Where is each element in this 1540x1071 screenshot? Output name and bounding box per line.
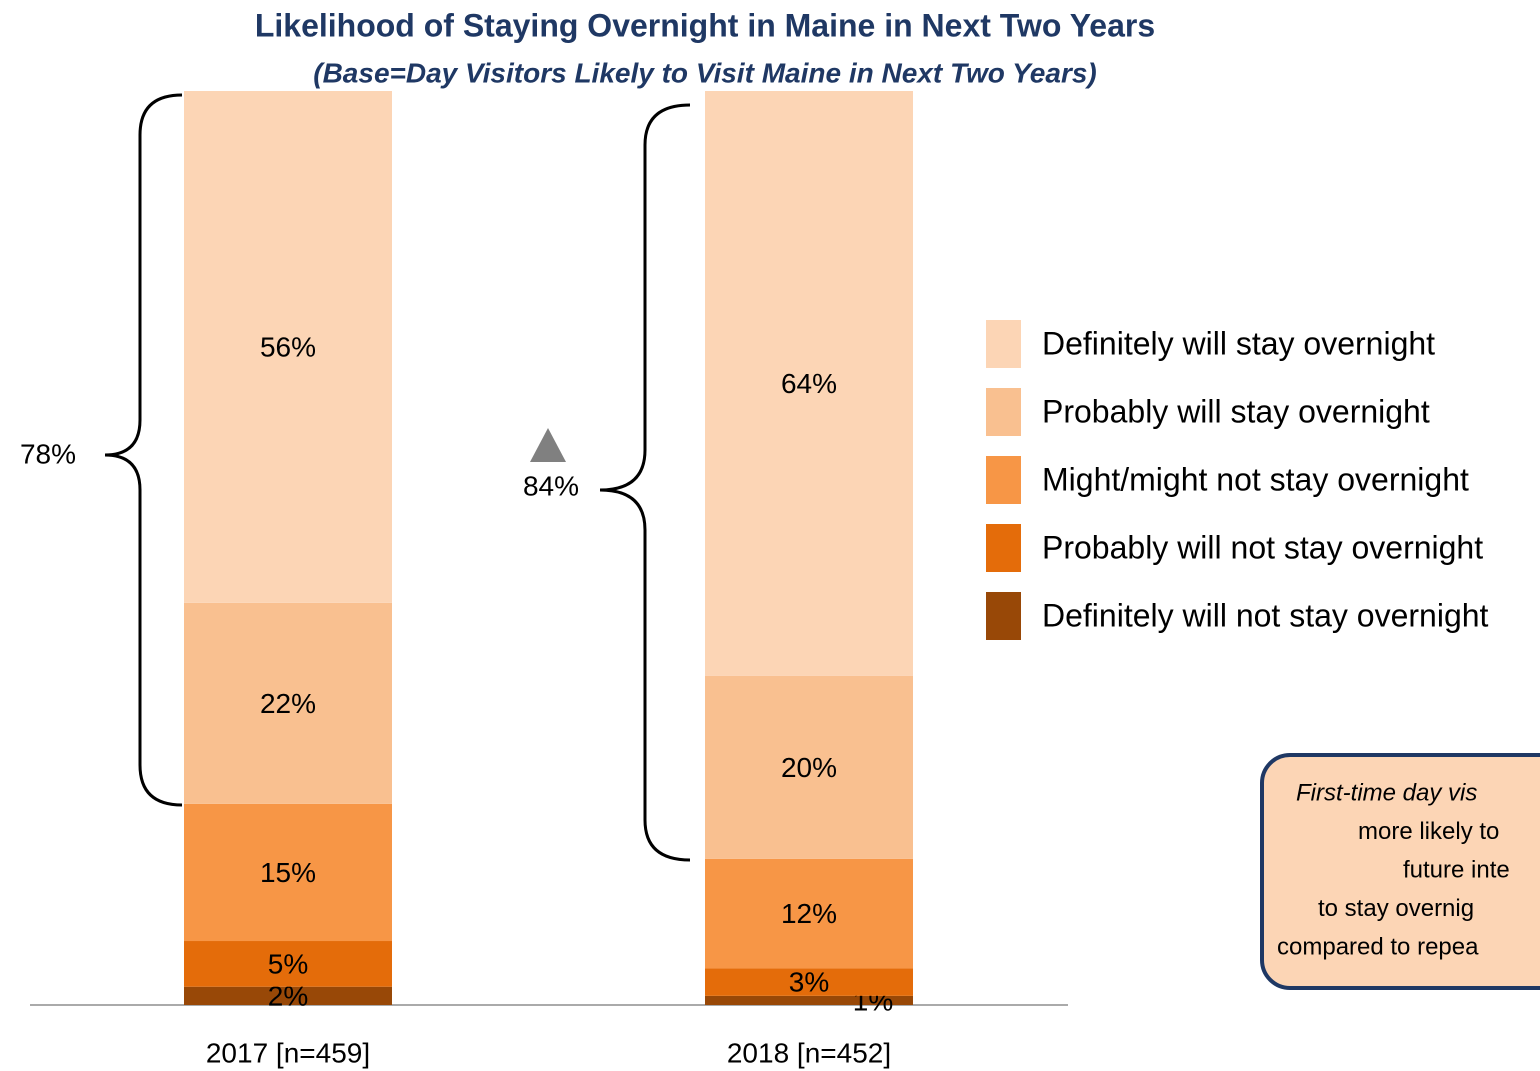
brace-label: 78% <box>20 438 76 469</box>
bar-segment <box>705 968 913 996</box>
bar-segment <box>705 675 913 859</box>
legend-swatch <box>986 388 1021 436</box>
bar-segment <box>184 602 392 804</box>
legend-swatch <box>986 456 1021 504</box>
chart-title: Likelihood of Staying Overnight in Maine… <box>255 7 1155 43</box>
note-text: to stay overnig <box>1318 895 1474 922</box>
bar-segment <box>184 941 392 987</box>
note-box <box>1260 753 1540 990</box>
value-label: 20% <box>781 752 837 783</box>
bar-segment <box>705 858 913 969</box>
x-tick-label: 2017 [n=459] <box>206 1037 370 1068</box>
brace <box>599 103 691 862</box>
note-text: compared to repea <box>1277 933 1479 960</box>
bar-segment <box>705 995 913 1005</box>
legend-swatch <box>986 320 1021 368</box>
value-label: 15% <box>260 857 316 888</box>
legend-label: Definitely will stay overnight <box>1042 325 1435 361</box>
bar-segment <box>184 91 392 603</box>
significance-marker <box>530 428 566 462</box>
x-tick-label: 2018 [n=452] <box>727 1037 891 1068</box>
legend-label: Definitely will not stay overnight <box>1042 597 1489 633</box>
bar-segment <box>705 91 913 676</box>
value-label: 3% <box>789 967 829 998</box>
legend-swatch <box>986 592 1021 640</box>
value-label: 22% <box>260 688 316 719</box>
brace-label: 84% <box>523 470 579 501</box>
value-label: 64% <box>781 368 837 399</box>
legend-label: Probably will stay overnight <box>1042 393 1430 429</box>
brace <box>104 93 183 807</box>
chart-subtitle: (Base=Day Visitors Likely to Visit Maine… <box>313 57 1097 88</box>
bar-segment <box>184 986 392 1005</box>
note-text: more likely to <box>1358 818 1499 845</box>
note-text: future inte <box>1403 856 1510 883</box>
value-label: 56% <box>260 331 316 362</box>
legend-swatch <box>986 524 1021 572</box>
value-label: 5% <box>268 948 308 979</box>
note-text: First-time day vis <box>1296 779 1477 806</box>
bar-segment <box>184 803 392 942</box>
legend-label: Probably will not stay overnight <box>1042 529 1483 565</box>
value-label: 12% <box>781 898 837 929</box>
legend-label: Might/might not stay overnight <box>1042 461 1469 497</box>
